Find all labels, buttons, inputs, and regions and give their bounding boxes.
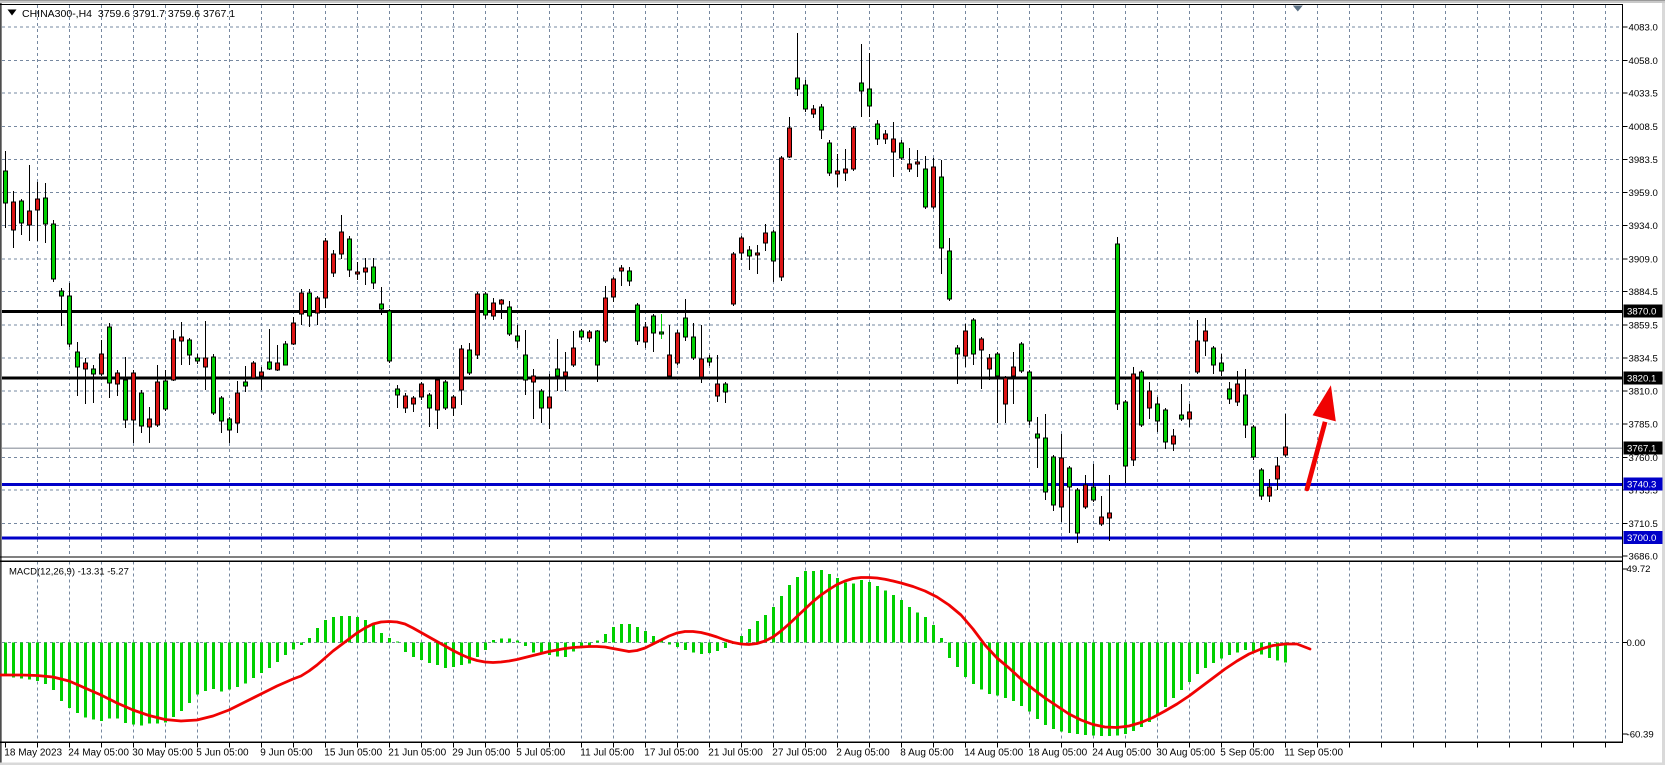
svg-text:3740.3: 3740.3 — [1627, 479, 1656, 490]
svg-text:3834.5: 3834.5 — [1629, 354, 1658, 365]
svg-text:3983.5: 3983.5 — [1629, 155, 1658, 166]
svg-text:3870.0: 3870.0 — [1627, 307, 1656, 318]
svg-text:27 Jul 05:00: 27 Jul 05:00 — [772, 748, 827, 759]
svg-text:18 May 2023: 18 May 2023 — [4, 748, 62, 759]
svg-text:3760.0: 3760.0 — [1629, 453, 1658, 464]
svg-text:4033.5: 4033.5 — [1629, 89, 1658, 100]
svg-text:3686.0: 3686.0 — [1629, 552, 1658, 563]
svg-text:24 Aug 05:00: 24 Aug 05:00 — [1092, 748, 1151, 759]
svg-text:9 Jun 05:00: 9 Jun 05:00 — [260, 748, 313, 759]
svg-text:3767.1: 3767.1 — [1627, 444, 1656, 455]
svg-text:8 Aug 05:00: 8 Aug 05:00 — [900, 748, 954, 759]
svg-text:18 Aug 05:00: 18 Aug 05:00 — [1028, 748, 1087, 759]
svg-text:3820.1: 3820.1 — [1627, 374, 1656, 385]
svg-text:4083.0: 4083.0 — [1629, 23, 1658, 34]
svg-text:3959.0: 3959.0 — [1629, 188, 1658, 199]
svg-text:3909.0: 3909.0 — [1629, 254, 1658, 265]
svg-text:CHINA300-,H4 3759.6 3791.7 37: CHINA300-,H4 3759.6 3791.7 3759.6 3767.1 — [22, 8, 235, 20]
svg-text:4008.5: 4008.5 — [1629, 122, 1658, 133]
svg-text:5 Jul 05:00: 5 Jul 05:00 — [516, 748, 565, 759]
svg-text:0.00: 0.00 — [1627, 638, 1646, 649]
svg-text:24 May 05:00: 24 May 05:00 — [68, 748, 129, 759]
svg-text:MACD(12,26,9) -13.31 -5.27: MACD(12,26,9) -13.31 -5.27 — [9, 567, 129, 578]
svg-text:-60.39: -60.39 — [1627, 729, 1654, 740]
svg-text:30 Aug 05:00: 30 Aug 05:00 — [1156, 748, 1215, 759]
svg-text:30 May 05:00: 30 May 05:00 — [132, 748, 193, 759]
svg-text:49.72: 49.72 — [1627, 564, 1651, 575]
svg-text:5 Jun 05:00: 5 Jun 05:00 — [196, 748, 249, 759]
svg-text:3735.5: 3735.5 — [1629, 486, 1658, 497]
svg-text:5 Sep 05:00: 5 Sep 05:00 — [1220, 748, 1274, 759]
svg-text:3859.5: 3859.5 — [1629, 320, 1658, 331]
svg-text:3710.5: 3710.5 — [1629, 519, 1658, 530]
svg-text:11 Jul 05:00: 11 Jul 05:00 — [580, 748, 634, 759]
svg-text:3810.0: 3810.0 — [1629, 386, 1658, 397]
svg-text:21 Jun 05:00: 21 Jun 05:00 — [388, 748, 446, 759]
svg-text:3785.0: 3785.0 — [1629, 420, 1658, 431]
svg-text:21 Jul 05:00: 21 Jul 05:00 — [708, 748, 763, 759]
svg-text:11 Sep 05:00: 11 Sep 05:00 — [1284, 748, 1343, 759]
svg-text:15 Jun 05:00: 15 Jun 05:00 — [324, 748, 382, 759]
svg-text:2 Aug 05:00: 2 Aug 05:00 — [836, 748, 890, 759]
svg-text:3700.0: 3700.0 — [1627, 533, 1656, 544]
svg-text:17 Jul 05:00: 17 Jul 05:00 — [644, 748, 699, 759]
svg-text:4058.0: 4058.0 — [1629, 56, 1658, 67]
svg-text:3934.0: 3934.0 — [1629, 221, 1658, 232]
svg-text:3884.5: 3884.5 — [1629, 287, 1658, 298]
svg-text:29 Jun 05:00: 29 Jun 05:00 — [452, 748, 510, 759]
svg-text:14 Aug 05:00: 14 Aug 05:00 — [964, 748, 1023, 759]
